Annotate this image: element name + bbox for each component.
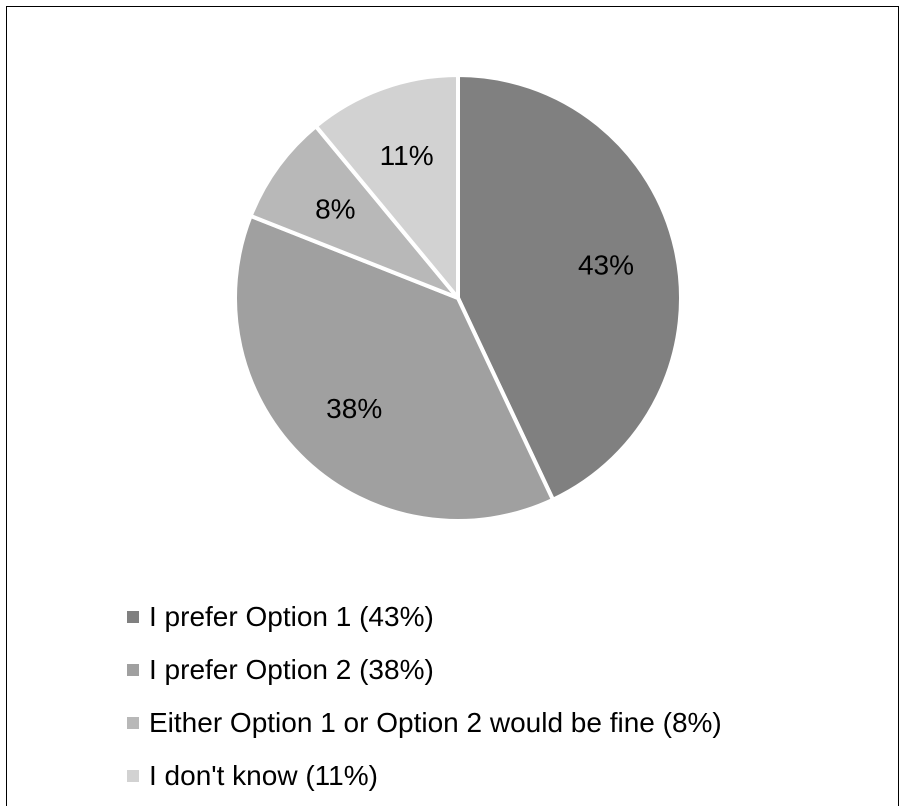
legend-swatch — [127, 610, 139, 623]
legend-item: I don't know (11%) — [127, 749, 722, 802]
legend: I prefer Option 1 (43%) I prefer Option … — [127, 590, 722, 802]
legend-swatch — [127, 716, 139, 729]
legend-item: Either Option 1 or Option 2 would be fin… — [127, 696, 722, 749]
legend-item: I prefer Option 1 (43%) — [127, 590, 722, 643]
pie-slice — [233, 213, 555, 524]
legend-label: I don't know (11%) — [149, 759, 378, 791]
pie-slice — [313, 73, 460, 300]
pie-slice-label: 8% — [315, 193, 355, 224]
legend-swatch — [127, 663, 139, 676]
legend-label: I prefer Option 1 (43%) — [149, 600, 434, 632]
pie-slice-label: 43% — [578, 249, 634, 280]
pie-slice — [456, 73, 683, 502]
pie-slice-labels: 43% 38% 8% 11% — [315, 140, 634, 424]
legend-swatch — [127, 769, 139, 782]
legend-label: Either Option 1 or Option 2 would be fin… — [149, 706, 722, 738]
pie-slice-label: 38% — [326, 393, 382, 424]
legend-item: I prefer Option 2 (38%) — [127, 643, 722, 696]
pie-slices — [233, 73, 683, 524]
pie-slice-label: 11% — [380, 140, 434, 171]
legend-label: I prefer Option 2 (38%) — [149, 653, 434, 685]
pie-slice — [248, 124, 460, 300]
